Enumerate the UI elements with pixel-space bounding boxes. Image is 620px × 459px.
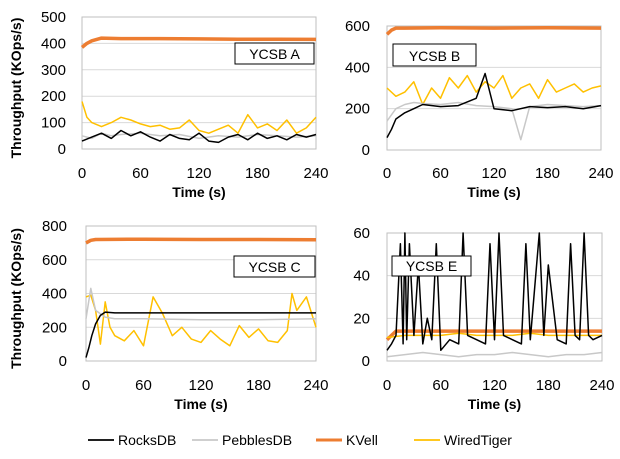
x-tick-label: 240	[303, 377, 328, 394]
x-axis-title: Time (s)	[174, 396, 227, 412]
y-axis-title: Throughput (KOps/s)	[8, 18, 24, 159]
series-line-pebblesdb	[85, 287, 317, 321]
series-line-pebblesdb	[81, 132, 317, 140]
series-line-kvell	[385, 25, 602, 36]
legend-label-rocksdb: RocksDB	[118, 432, 176, 448]
plot-frame	[81, 16, 317, 150]
chart-panel-2: 0 200 400 600 0 60 120 180 240 Time (s) YCSB B	[345, 18, 614, 200]
series-line-rocksdb	[81, 129, 317, 144]
y-axis-title: Throughput (KOps/s)	[8, 228, 24, 369]
x-tick-label: 180	[536, 377, 561, 394]
x-axis-title: Time (s)	[467, 184, 520, 200]
series-line-pebblesdb	[386, 101, 602, 141]
panel-label-box	[233, 255, 316, 278]
x-axis-title: Time (s)	[468, 396, 521, 412]
y-tick-label: 40	[353, 268, 370, 285]
legend-label-wiredtiger: WiredTiger	[444, 432, 512, 448]
chart-panel-3: 0 200 400 600 800 0 60 120 180 240 Time (s) Through…	[8, 218, 329, 412]
panel-label-box	[391, 255, 472, 277]
x-tick-label: 60	[135, 377, 152, 394]
series-line-rocksdb	[386, 72, 602, 138]
x-tick-label: 120	[188, 377, 213, 394]
legend: RocksDB PebblesDB KVell WiredTiger	[88, 432, 512, 448]
series-line-rocksdb	[85, 311, 316, 358]
plot-frame	[386, 232, 603, 362]
y-tick-label: 300	[41, 62, 66, 79]
series-line-wiredtiger	[386, 74, 602, 106]
series-line-kvell	[85, 237, 317, 245]
panel-label: YCSB C	[248, 259, 300, 275]
x-tick-label: 60	[432, 165, 449, 182]
y-tick-label: 400	[345, 59, 370, 76]
x-tick-label: 240	[588, 165, 613, 182]
panel-label-box	[392, 43, 477, 67]
y-tick-label: 600	[345, 18, 370, 35]
x-tick-label: 0	[82, 377, 90, 394]
x-tick-label: 180	[246, 377, 271, 394]
x-tick-label: 60	[432, 377, 449, 394]
panel-label: YCSB E	[406, 258, 457, 274]
legend-label-kvell: KVell	[346, 432, 378, 448]
y-tick-label: 0	[362, 353, 370, 370]
series-line-pebblesdb	[386, 351, 603, 358]
y-tick-label: 0	[58, 141, 66, 158]
y-tick-label: 400	[41, 35, 66, 52]
panel-label: YCSB A	[249, 46, 300, 62]
series-line-kvell	[80, 36, 317, 49]
x-tick-label: 180	[535, 165, 560, 182]
series-line-wiredtiger	[81, 101, 317, 134]
series-line-wiredtiger	[85, 292, 317, 347]
x-tick-label: 240	[589, 377, 614, 394]
y-tick-label: 0	[59, 353, 67, 370]
legend-label-pebblesdb: PebblesDB	[222, 432, 292, 448]
chart-panel-1: 0 100 200 300 400 500 0 60 120 180 240 Time (s) Thro…	[8, 9, 329, 200]
x-tick-label: 120	[481, 165, 506, 182]
panel-label: YCSB B	[409, 48, 460, 64]
x-tick-label: 0	[383, 377, 391, 394]
plot-frame	[85, 225, 317, 362]
x-tick-label: 0	[78, 165, 86, 182]
x-tick-label: 60	[132, 165, 149, 182]
y-tick-label: 200	[42, 319, 67, 336]
x-tick-label: 240	[303, 165, 328, 182]
y-tick-label: 600	[42, 252, 67, 269]
x-tick-label: 120	[482, 377, 507, 394]
y-tick-label: 0	[362, 142, 370, 159]
y-tick-label: 500	[41, 9, 66, 26]
y-tick-label: 20	[353, 310, 370, 327]
chart-panel-4: 0 20 40 60 0 60 120 180 240 Time (s) YCSB E	[353, 225, 614, 412]
y-tick-label: 800	[42, 218, 67, 235]
y-tick-label: 200	[41, 88, 66, 105]
x-tick-label: 120	[186, 165, 211, 182]
x-axis-title: Time (s)	[172, 184, 225, 200]
y-tick-label: 100	[41, 115, 66, 132]
y-tick-label: 200	[345, 101, 370, 118]
panel-label-box	[234, 42, 315, 65]
y-tick-label: 60	[353, 225, 370, 242]
x-tick-label: 180	[245, 165, 270, 182]
y-tick-label: 400	[42, 286, 67, 303]
x-tick-label: 0	[383, 165, 391, 182]
